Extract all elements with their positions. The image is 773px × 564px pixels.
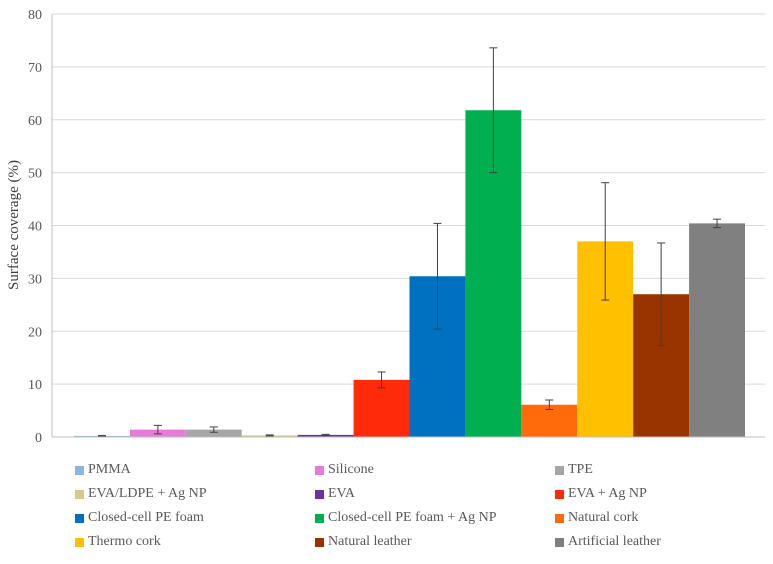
y-tick-label: 10	[28, 378, 42, 393]
legend-label: TPE	[568, 462, 593, 477]
error-bar	[97, 434, 106, 437]
legend-label: Natural leather	[328, 534, 412, 549]
legend-item: Closed-cell PE foam + Ag NP	[315, 510, 555, 526]
legend-swatch	[75, 465, 84, 475]
legend-item: Thermo cork	[75, 534, 315, 550]
error-bar	[209, 426, 218, 433]
legend-item: EVA + Ag NP	[555, 486, 765, 502]
legend-swatch	[555, 537, 564, 547]
y-tick-label: 80	[28, 8, 42, 23]
legend-item: Closed-cell PE foam	[75, 510, 315, 526]
legend-item: Natural leather	[315, 534, 555, 550]
bar-artificial-leather	[689, 223, 745, 437]
gridlines	[52, 13, 765, 385]
legend-item: Silicone	[315, 462, 555, 478]
y-axis-title: Surface coverage (%)	[6, 160, 22, 290]
legend-item: EVA	[315, 486, 555, 502]
legend-swatch	[555, 465, 564, 475]
error-bar	[545, 399, 554, 411]
legend-swatch	[75, 489, 84, 499]
legend-label: Thermo cork	[88, 534, 161, 549]
error-bar	[377, 371, 386, 389]
y-tick-label: 40	[28, 220, 42, 235]
error-bar	[601, 182, 610, 301]
bar-tpe	[185, 429, 242, 437]
legend-label: Natural cork	[568, 510, 639, 525]
y-tick-label: 50	[28, 167, 42, 182]
legend-swatch	[315, 537, 324, 547]
legend-item: EVA/LDPE + Ag NP	[75, 486, 315, 502]
y-tick-label: 70	[28, 61, 42, 76]
legend-swatch	[315, 465, 324, 475]
error-bar	[265, 434, 274, 437]
chart: 0 10 20 30 40 50 60 70 80 Surface coverage (%)	[6, 8, 765, 446]
y-tick-label: 30	[28, 272, 42, 287]
y-tick-label: 60	[28, 114, 42, 129]
legend-swatch	[315, 489, 324, 499]
legend-label: EVA	[328, 486, 355, 501]
legend-item: Artificial leather	[555, 534, 765, 550]
legend-swatch	[315, 513, 324, 523]
error-bars	[97, 47, 722, 437]
bars	[74, 110, 745, 438]
legend-swatch	[555, 513, 564, 523]
legend-label: Closed-cell PE foam	[88, 510, 204, 525]
bar-natural-cork	[521, 404, 578, 437]
y-tick-label: 20	[28, 325, 42, 340]
legend-item: PMMA	[75, 462, 315, 478]
legend-label: EVA + Ag NP	[568, 486, 647, 501]
error-bar	[321, 433, 330, 436]
error-bar	[489, 47, 498, 174]
error-bar	[433, 222, 442, 330]
error-bar	[657, 242, 666, 347]
bar-eva	[297, 434, 354, 437]
legend-swatch	[555, 489, 564, 499]
legend-swatch	[75, 537, 84, 547]
legend-label: PMMA	[88, 462, 131, 477]
legend-label: Silicone	[328, 462, 374, 477]
y-tick-label: 0	[35, 431, 42, 446]
axes	[51, 14, 765, 438]
bar-eva-ag-np	[353, 379, 410, 437]
legend-item: TPE	[555, 462, 765, 478]
legend-item: Natural cork	[555, 510, 765, 526]
error-bar	[713, 218, 722, 229]
legend-label: Closed-cell PE foam + Ag NP	[328, 510, 497, 525]
error-bar	[153, 424, 162, 435]
y-tick-labels: 0 10 20 30 40 50 60 70 80	[28, 8, 42, 446]
legend: PMMA Silicone TPE EVA/LDPE + Ag NP EVA EVA + …	[75, 462, 765, 550]
legend-label: EVA/LDPE + Ag NP	[88, 486, 207, 501]
legend-label: Artificial leather	[568, 534, 661, 549]
legend-swatch	[75, 513, 84, 523]
